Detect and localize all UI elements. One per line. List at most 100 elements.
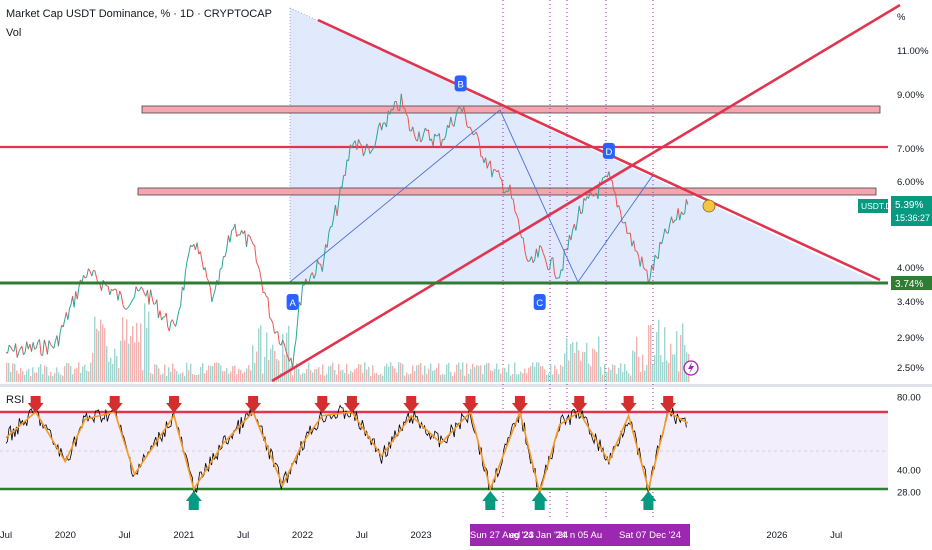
price-axis[interactable]: 11.00% 9.00% 7.00% 6.00% 4.00% 3.40% 2.90% 2.50…: [897, 46, 929, 499]
volume-bar: [640, 371, 642, 382]
price-segment: [643, 267, 646, 271]
volume-bar: [634, 351, 636, 382]
volume-bar: [644, 370, 646, 382]
volume-bar: [194, 374, 196, 382]
price-segment: [255, 261, 259, 266]
volume-bar: [500, 373, 502, 382]
price-segment: [638, 255, 641, 267]
price-segment: [333, 205, 336, 217]
volume-bar: [82, 366, 84, 382]
price-segment: [282, 339, 285, 345]
volume-bar: [246, 368, 248, 382]
pattern-label-a[interactable]: [286, 294, 299, 311]
volume-bar: [628, 373, 630, 382]
pattern-label-text: A: [289, 298, 296, 309]
volume-bar: [630, 375, 632, 382]
price-segment: [570, 230, 574, 241]
descending-trendline[interactable]: [317, 18, 881, 282]
volume-bar: [336, 374, 338, 382]
volume-bar: [466, 363, 468, 382]
resistance-zone-lower[interactable]: [137, 187, 877, 196]
abcd-pattern[interactable]: [289, 109, 654, 283]
price-segment: [147, 290, 150, 305]
price-segment: [81, 275, 84, 283]
price-segment: [62, 319, 66, 328]
price-segment: [135, 286, 139, 292]
volume-bar: [166, 376, 168, 382]
volume-bar: [210, 366, 212, 382]
price-segment: [42, 339, 45, 356]
volume-bar: [264, 356, 266, 382]
volume-bar: [296, 363, 298, 382]
volume-bar: [428, 368, 430, 382]
price-segment: [7, 344, 10, 354]
lightning-icon: [688, 362, 694, 374]
price-segment: [183, 270, 186, 291]
price-segment: [432, 134, 436, 147]
price-segment: [311, 272, 315, 279]
volume-bar: [146, 328, 148, 382]
volume-bar: [378, 375, 380, 382]
volume-bar: [458, 362, 460, 382]
volume-bar: [658, 319, 660, 382]
price-segment: [172, 319, 175, 325]
volume-bar: [198, 374, 200, 382]
volume-bar: [46, 366, 48, 382]
price-segment: [134, 286, 137, 298]
volume-bar: [406, 372, 408, 382]
volume-bar: [678, 371, 680, 382]
buy-arrow-icon: [531, 491, 548, 510]
price-segment: [540, 246, 544, 253]
volume-bar: [442, 373, 444, 382]
price-segment: [35, 341, 39, 348]
price-segment: [168, 321, 172, 332]
price-segment: [316, 259, 320, 265]
price-segment: [464, 114, 468, 127]
volume-bar: [494, 369, 496, 382]
price-segment: [277, 331, 280, 344]
volume-bar: [676, 331, 678, 382]
volume-bar: [616, 374, 618, 382]
price-segment: [109, 289, 112, 295]
price-segment: [458, 106, 461, 109]
price-segment: [466, 125, 469, 129]
price-segment: [341, 175, 345, 188]
price-segment: [180, 287, 183, 307]
volume-bar: [284, 354, 286, 382]
volume-bar: [54, 372, 56, 382]
price-segment: [76, 287, 80, 300]
volume-bar: [84, 364, 86, 382]
volume-bar: [76, 367, 78, 382]
volume-bar: [224, 371, 226, 382]
volume-bar: [456, 364, 458, 382]
volume-bar: [118, 368, 120, 382]
volume-bar: [530, 366, 532, 382]
volume-bar: [674, 354, 676, 382]
pattern-label-b[interactable]: [454, 75, 467, 92]
time-tick-label: Jul: [119, 530, 131, 541]
sell-arrow-icon: [660, 396, 677, 413]
pane-separator[interactable]: [0, 384, 932, 387]
price-segment: [405, 113, 409, 118]
pattern-label-d[interactable]: [602, 142, 615, 159]
price-segment: [156, 299, 159, 319]
time-axis[interactable]: Jul2020Jul2021Jul2022Jul2023Jul2026JulSu…: [0, 524, 842, 546]
price-segment: [509, 184, 513, 199]
volume-bar: [360, 364, 362, 382]
price-segment: [219, 267, 222, 270]
volume-bar: [168, 367, 170, 382]
time-tick-label: Jul: [356, 530, 368, 541]
pattern-label-c[interactable]: [533, 294, 546, 311]
volume-bar: [238, 368, 240, 382]
volume-bar: [600, 366, 602, 382]
price-segment: [468, 126, 471, 129]
price-segment: [677, 208, 681, 221]
volume-bar: [370, 375, 372, 382]
highlighted-date-label: Sun 27 Aug '23: [470, 530, 534, 541]
price-segment: [424, 127, 428, 131]
price-segment: [186, 253, 190, 261]
highlighted-date-label: Sat 07 Dec '24: [619, 530, 681, 541]
volume-bar: [212, 365, 214, 382]
ascending-trendline[interactable]: [271, 3, 901, 383]
